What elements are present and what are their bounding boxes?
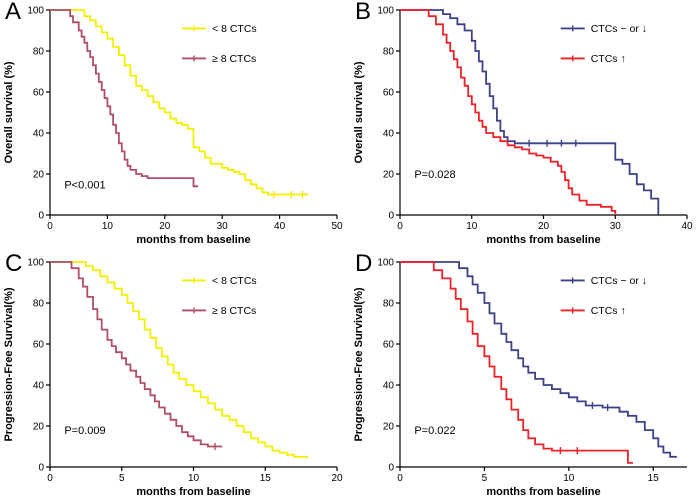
x-tick-label: 20 — [331, 473, 343, 484]
x-tick-label: 5 — [482, 473, 488, 484]
y-axis-title: Progression-Free Survival(%) — [3, 287, 15, 441]
legend-label: CTCs − or ↓ — [591, 275, 647, 287]
y-tick-label: 60 — [33, 340, 45, 351]
panel-letter-C: C — [5, 250, 23, 277]
km-curve — [400, 9, 617, 215]
panel-C: C 0 5 10 15 20 0 20 40 60 80 100 months from baseli… — [0, 250, 350, 503]
x-tick-label: 0 — [397, 221, 403, 232]
y-tick-label: 80 — [33, 47, 45, 58]
p-value: P<0.001 — [64, 179, 105, 191]
y-axis-title: Progression-Free Survival(%) — [353, 287, 365, 441]
y-tick-label: 100 — [377, 258, 394, 269]
x-tick-label: 0 — [47, 221, 53, 232]
legend-label: < 8 CTCs — [212, 23, 257, 35]
y-tick-label: 40 — [383, 381, 395, 392]
y-tick-label: 100 — [27, 258, 44, 269]
x-axis-title: months from baseline — [136, 234, 250, 246]
panel-letter-D: D — [355, 250, 373, 277]
y-tick-label: 20 — [33, 170, 45, 181]
panel-B: B 0 10 20 30 40 0 20 40 60 80 100 months from basel… — [350, 0, 700, 251]
x-tick-label: 0 — [397, 473, 403, 484]
x-tick-label: 50 — [331, 221, 343, 232]
km-chart-A: 0 10 20 30 40 50 0 20 40 60 80 100 months from basel… — [3, 6, 343, 247]
y-tick-label: 60 — [33, 88, 45, 99]
km-curve — [400, 261, 633, 464]
km-curve — [50, 9, 309, 196]
panel-D: D 0 5 10 15 0 20 40 60 80 100 months from baseline… — [350, 250, 700, 503]
y-tick-label: 0 — [388, 463, 394, 474]
panel-A: A 0 10 20 30 40 50 0 20 40 60 80 100 months from bas… — [0, 0, 350, 251]
x-axis-title: months from baseline — [486, 234, 600, 246]
km-chart-B: 0 10 20 30 40 0 20 40 60 80 100 months from baselin… — [353, 6, 693, 247]
legend-label: ≥ 8 CTCs — [212, 305, 256, 317]
x-tick-label: 20 — [159, 221, 171, 232]
y-axis-title: Overall survival (%) — [3, 61, 15, 163]
y-tick-label: 20 — [33, 422, 45, 433]
x-tick-label: 10 — [102, 221, 114, 232]
x-tick-label: 10 — [466, 221, 478, 232]
y-axis-title: Overall survival (%) — [353, 61, 365, 163]
p-value: P=0.028 — [414, 169, 455, 181]
y-tick-label: 100 — [27, 6, 44, 17]
legend-label: CTCs ↑ — [591, 305, 626, 317]
x-tick-label: 15 — [260, 473, 272, 484]
y-tick-label: 20 — [383, 422, 395, 433]
x-tick-label: 0 — [47, 473, 53, 484]
x-tick-label: 10 — [563, 473, 575, 484]
p-value: P=0.022 — [414, 425, 455, 437]
y-tick-label: 60 — [383, 340, 395, 351]
km-curve — [50, 9, 199, 188]
y-tick-label: 0 — [38, 211, 44, 222]
y-tick-label: 20 — [383, 170, 395, 181]
y-tick-label: 100 — [377, 6, 394, 17]
y-tick-label: 0 — [38, 463, 44, 474]
y-tick-label: 60 — [383, 88, 395, 99]
x-tick-label: 20 — [538, 221, 550, 232]
x-axis-title: months from baseline — [486, 486, 600, 498]
y-tick-label: 40 — [33, 381, 45, 392]
x-tick-label: 5 — [119, 473, 125, 484]
y-tick-label: 80 — [383, 47, 395, 58]
km-curve — [400, 261, 677, 458]
legend-label: ≥ 8 CTCs — [212, 53, 256, 65]
legend-label: < 8 CTCs — [212, 275, 257, 287]
km-curve — [50, 261, 223, 448]
x-tick-label: 40 — [681, 221, 693, 232]
x-tick-label: 15 — [648, 473, 660, 484]
km-curve — [400, 9, 660, 215]
p-value: P=0.009 — [64, 425, 105, 437]
km-chart-D: 0 5 10 15 0 20 40 60 80 100 months from baseline Pr… — [353, 258, 687, 498]
legend-label: CTCs ↑ — [591, 53, 626, 65]
x-tick-label: 40 — [274, 221, 286, 232]
y-tick-label: 80 — [33, 299, 45, 310]
x-axis-title: months from baseline — [136, 486, 250, 498]
legend-label: CTCs − or ↓ — [591, 23, 647, 35]
x-tick-label: 30 — [217, 221, 229, 232]
x-tick-label: 10 — [188, 473, 200, 484]
y-tick-label: 80 — [383, 299, 395, 310]
y-tick-label: 40 — [33, 129, 45, 140]
panel-letter-A: A — [5, 0, 22, 25]
km-chart-C: 0 5 10 15 20 0 20 40 60 80 100 months from baseline… — [3, 258, 343, 499]
x-tick-label: 30 — [610, 221, 622, 232]
panel-letter-B: B — [355, 0, 372, 25]
y-tick-label: 0 — [388, 211, 394, 222]
km-curve — [50, 261, 309, 458]
y-tick-label: 40 — [383, 129, 395, 140]
